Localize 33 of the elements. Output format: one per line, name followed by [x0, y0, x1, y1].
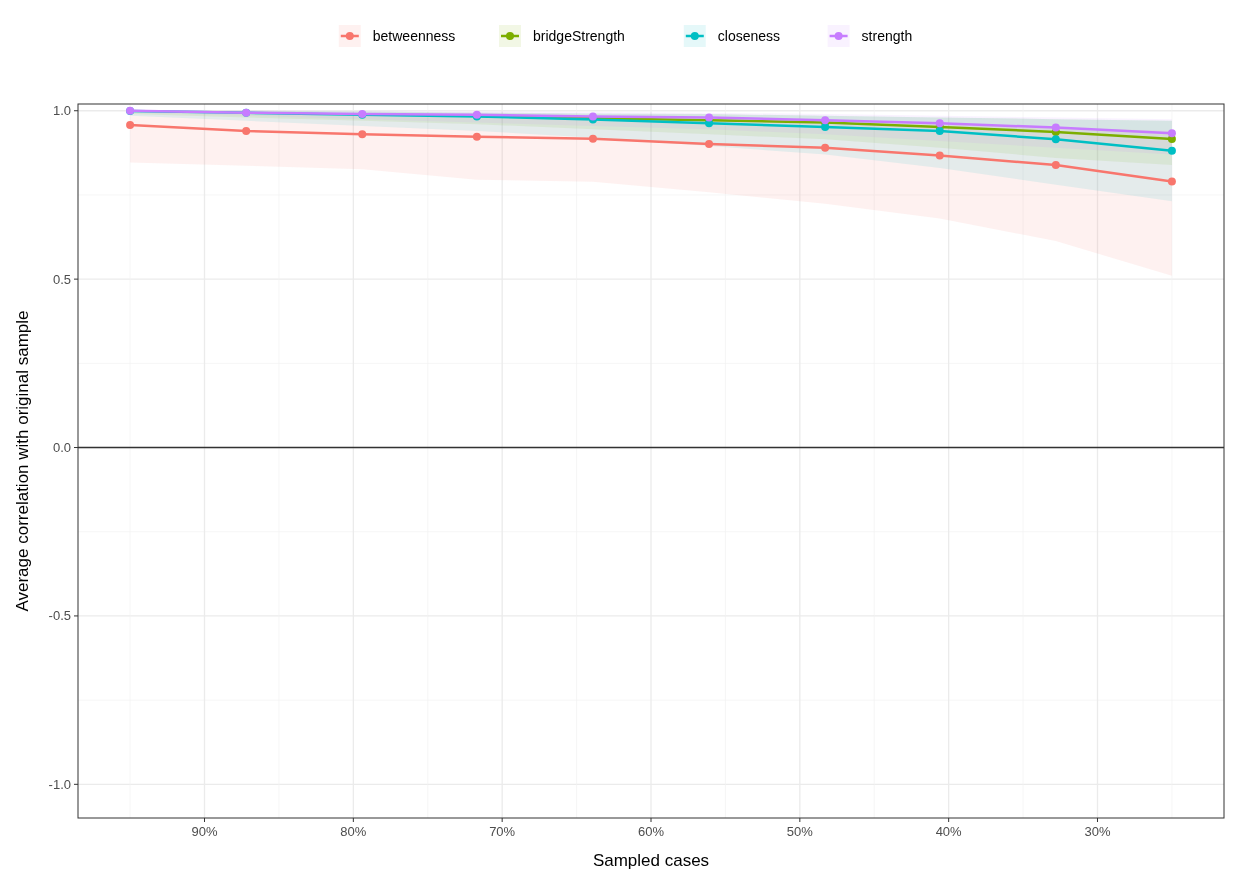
y-tick-label: 0.5: [52, 271, 71, 287]
point: [821, 122, 830, 131]
y-tick-label: -1.0: [48, 776, 71, 792]
legend-label: strength: [861, 27, 913, 44]
y-axis-title: Average correlation with original sample: [13, 310, 32, 612]
point: [935, 151, 944, 160]
point: [126, 120, 135, 129]
y-tick-label: 1.0: [52, 103, 71, 119]
point: [358, 130, 367, 139]
x-tick-label: 50%: [786, 824, 814, 839]
y-tick-label: 0.0: [52, 440, 71, 456]
x-tick-label: 70%: [489, 824, 516, 839]
point: [821, 143, 830, 152]
point: [1167, 146, 1176, 155]
legend-label: closeness: [717, 27, 781, 44]
legend-label: betweenness: [372, 27, 456, 44]
point: [588, 134, 597, 143]
point: [1167, 129, 1176, 138]
x-axis-title: Sampled cases: [592, 851, 710, 870]
legend-label: bridgeStrength: [533, 27, 625, 44]
y-tick-label: -0.5: [48, 608, 71, 624]
point: [1051, 123, 1060, 132]
x-tick-label: 60%: [637, 824, 665, 839]
x-tick-label: 90%: [191, 824, 218, 839]
x-tick-label: 40%: [935, 824, 963, 839]
point: [1051, 135, 1060, 144]
point: [1167, 177, 1176, 186]
x-tick-label: 30%: [1084, 824, 1111, 839]
point: [472, 132, 481, 141]
x-tick-label: 80%: [340, 824, 367, 839]
point: [1051, 160, 1060, 169]
point: [242, 126, 251, 135]
point: [705, 140, 714, 149]
